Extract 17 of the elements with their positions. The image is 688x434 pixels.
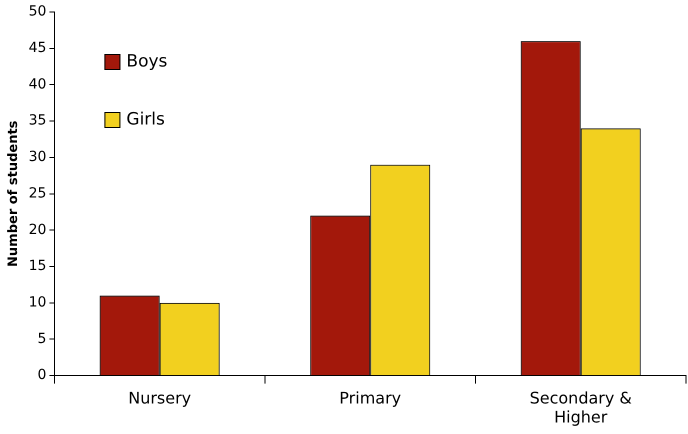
y-tick-label: 35 — [28, 112, 46, 129]
y-axis-title: Number of students — [6, 120, 22, 267]
y-tick-label: 30 — [28, 149, 46, 166]
y-tick-label: 40 — [28, 76, 46, 92]
y-tick-label: 0 — [37, 367, 46, 384]
x-tick-label: Nursery — [128, 388, 192, 408]
x-tick-label: Secondary & Higher — [530, 388, 632, 427]
y-tick-label: 25 — [28, 185, 46, 202]
y-tick-label: 50 — [28, 4, 46, 20]
y-tick-label: 5 — [37, 330, 46, 347]
legend-label: Boys — [126, 51, 168, 72]
y-tick-label: 20 — [28, 222, 46, 238]
y-tick-label: 15 — [28, 258, 46, 274]
y-tick-label: 10 — [28, 294, 46, 311]
y-tick-label: 45 — [28, 40, 46, 56]
x-tick-label: Primary — [339, 388, 402, 408]
legend-label: Girls — [126, 109, 166, 130]
